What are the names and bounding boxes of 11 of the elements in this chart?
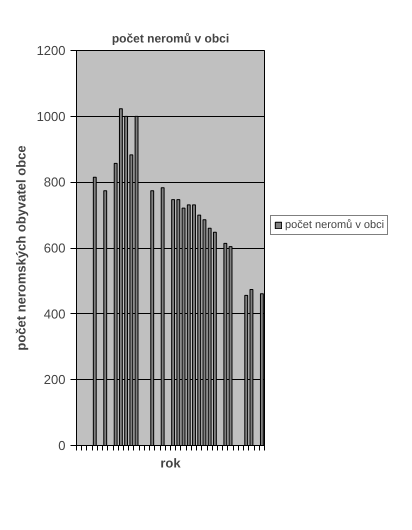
y-tick-label: 1000 bbox=[36, 108, 66, 124]
y-axis-title: počet neromských obyvatel obce bbox=[14, 145, 29, 351]
y-tick-label: 600 bbox=[44, 240, 66, 256]
legend-label: počet neromů v obci bbox=[285, 219, 384, 231]
x-axis-title: rok bbox=[160, 456, 182, 470]
chart-title: počet neromů v obci bbox=[112, 32, 230, 46]
y-tick-label: 1200 bbox=[36, 43, 66, 58]
y-tick-label: 400 bbox=[44, 306, 66, 322]
y-tick-label: 0 bbox=[58, 438, 66, 453]
y-tick-label: 800 bbox=[44, 174, 66, 190]
y-tick-label: 200 bbox=[44, 372, 66, 388]
